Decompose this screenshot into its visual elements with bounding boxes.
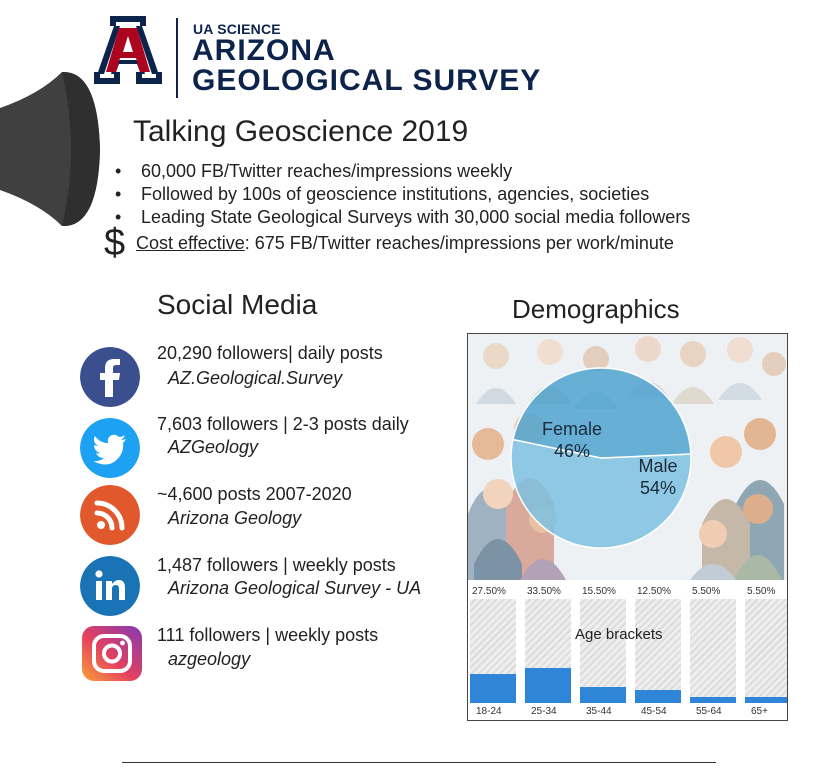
pie-label-female-value: 46%	[553, 441, 591, 461]
age-bar	[580, 686, 626, 703]
facebook-icon[interactable]	[80, 347, 140, 407]
pie-label-male: Male 54%	[618, 455, 698, 499]
age-bar-value-label: 27.50%	[472, 586, 506, 597]
org-name-line1: ARIZONA	[192, 34, 336, 67]
pie-label-female-name: Female	[541, 419, 603, 439]
age-bar-value-label: 15.50%	[582, 586, 616, 597]
bullet-dot: •	[115, 184, 122, 204]
age-brackets-title: Age brackets	[575, 626, 663, 643]
twitter-icon[interactable]	[80, 418, 140, 478]
bullet-reach: • 60,000 FB/Twitter reaches/impressions w…	[115, 161, 512, 182]
age-bar-track	[745, 599, 787, 703]
blog-handle[interactable]: Arizona Geology	[168, 508, 302, 528]
rss-icon[interactable]	[80, 485, 140, 545]
age-bar-category-label: 55-64	[696, 706, 722, 717]
instagram-icon[interactable]	[82, 626, 142, 681]
age-bar	[690, 697, 736, 703]
dollar-icon: $	[104, 222, 126, 264]
bullet-dot: •	[115, 207, 122, 227]
bullet-text: Followed by 100s of geoscience instituti…	[141, 184, 650, 204]
twitter-handle[interactable]: AZGeology	[168, 437, 259, 457]
age-bar-track	[690, 599, 736, 703]
blog-stats: ~4,600 posts 2007-2020	[157, 484, 352, 504]
logo-divider	[176, 18, 178, 98]
age-bar-category-label: 25-34	[531, 706, 557, 717]
age-bar-track	[580, 599, 626, 703]
demographics-heading: Demographics	[512, 294, 680, 324]
pie-slice-male	[510, 438, 692, 549]
pie-label-male-value: 54%	[639, 478, 677, 498]
facebook-handle[interactable]: AZ.Geological.Survey	[168, 368, 343, 388]
pie-label-male-name: Male	[638, 456, 678, 476]
gender-pie-chart	[510, 367, 692, 549]
age-bar	[745, 697, 787, 703]
age-bar-category-label: 18-24	[476, 706, 502, 717]
org-name-line2: GEOLOGICAL SURVEY	[192, 64, 542, 97]
twitter-stats: 7,603 followers | 2-3 posts daily	[157, 414, 409, 434]
age-bar-category-label: 35-44	[586, 706, 612, 717]
bullet-followed: • Followed by 100s of geoscience institut…	[115, 184, 649, 205]
age-bar-track	[635, 599, 681, 703]
age-bar-value-label: 12.50%	[637, 586, 671, 597]
university-of-arizona-logo	[94, 16, 162, 84]
facebook-stats: 20,290 followers| daily posts	[157, 343, 383, 363]
bullet-text: 60,000 FB/Twitter reaches/impressions we…	[141, 161, 513, 181]
bullet-dot: •	[115, 161, 122, 181]
cost-text: : 675 FB/Twitter reaches/impressions per…	[244, 233, 674, 253]
demographics-panel: Female 46% Male 54% 27.50% 18-24 33.50% 25-…	[467, 333, 788, 721]
pie-label-female: Female 46%	[528, 418, 616, 462]
page-title: Talking Geoscience 2019	[133, 115, 469, 148]
footer-divider	[122, 762, 716, 763]
age-bar-track	[525, 599, 571, 703]
megaphone-icon	[0, 71, 100, 227]
age-bar	[635, 690, 681, 703]
instagram-stats: 111 followers | weekly posts	[157, 625, 379, 645]
social-media-heading: Social Media	[157, 289, 318, 320]
org-subtitle: UA SCIENCE	[193, 21, 281, 37]
bullet-leading: • Leading State Geological Surveys with 3…	[115, 207, 690, 228]
linkedin-icon[interactable]	[80, 556, 140, 616]
age-bar-category-label: 45-54	[641, 706, 667, 717]
bullet-text: Leading State Geological Surveys with 30…	[141, 207, 691, 227]
instagram-handle[interactable]: azgeology	[168, 649, 251, 669]
age-bar-value-label: 5.50%	[747, 586, 776, 597]
age-bar-category-label: 65+	[751, 706, 768, 717]
cost-effective-line: Cost effective: 675 FB/Twitter reaches/i…	[136, 233, 674, 254]
pie-slice-female	[512, 367, 692, 459]
linkedin-handle[interactable]: Arizona Geological Survey - UA	[168, 578, 422, 598]
age-bar	[525, 668, 571, 703]
age-bar-value-label: 33.50%	[527, 586, 561, 597]
age-bar-value-label: 5.50%	[692, 586, 721, 597]
age-bar-track	[470, 599, 516, 703]
linkedin-stats: 1,487 followers | weekly posts	[157, 555, 396, 575]
cost-label: Cost effective	[136, 233, 245, 253]
age-bar	[470, 674, 516, 703]
